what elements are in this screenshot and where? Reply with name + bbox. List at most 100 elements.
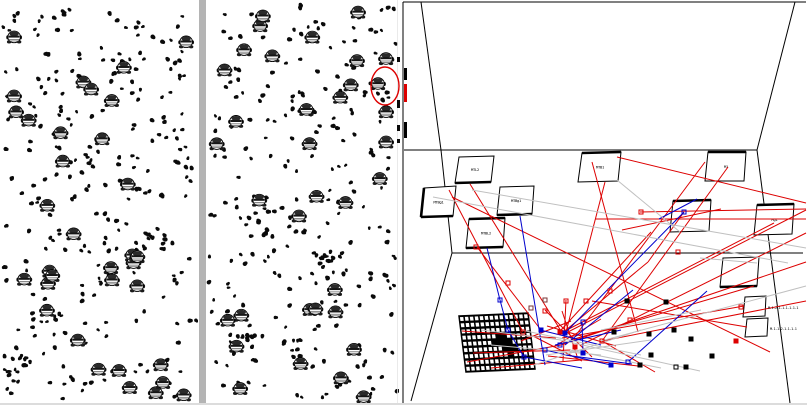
network-3d-panel[interactable]: MTL2MTBg1MTBg1MTBL2MTB1M1Mg1M.1.2.1.1.1.… [402,0,807,405]
agent-sprite [94,132,111,146]
highlight-circle [370,66,400,106]
panel-divider [199,0,206,405]
edge-marker [681,209,687,215]
node-label: MTB1 [596,164,605,169]
agent-sprite [103,94,120,107]
agent-sprite [254,9,271,23]
network-edge [575,161,706,336]
network-edge [564,211,685,334]
node-box [742,295,767,318]
particle-dots-layer [1,7,198,401]
edge-mark [404,68,407,80]
grid-surface [458,312,536,373]
node-box [669,198,712,233]
edge-marker [542,347,548,353]
agent-sprite [350,5,366,19]
edge-marker [608,362,614,368]
edge-mark [397,100,400,108]
edge-marker [663,299,669,305]
node-box: M1 [704,150,747,182]
agent-sprite [378,52,394,66]
panel-seam [397,0,398,405]
agent-sprite [264,49,281,63]
network-edge [639,208,807,213]
network-edge [480,329,562,341]
agent-sprite [378,105,395,119]
edge-marker [688,336,694,342]
agent-sprite [326,283,343,296]
edge-mark [397,139,400,143]
agent-sprite [337,196,354,210]
agent-sprites-layer [6,30,195,402]
network-edge [539,329,602,346]
particle-dots-layer [206,2,399,400]
node-label: MTBg1 [434,199,445,204]
edge-marker [538,327,544,333]
agent-sprite [152,358,169,372]
edge-marker [505,327,511,333]
agent-sprite [39,303,55,317]
simulation-half-0 [1,7,198,402]
edge-marker [497,297,503,303]
edge-marker [583,298,589,304]
agent-sprite [20,113,37,127]
edge-marker [638,209,644,215]
edge-marker [627,317,633,323]
edge-marker [542,297,548,303]
agent-sprite [342,78,359,92]
agent-sprite [178,35,195,49]
node-box: MTL2 [454,155,495,185]
edge-marker [625,359,631,365]
network-edge [499,299,509,331]
agent-sprite [378,135,395,149]
agent-sprite [104,273,120,287]
edge-marker [738,304,744,310]
network-edge [564,354,633,365]
agent-sprite [292,357,309,371]
network-edge [519,215,546,366]
agent-sprite [308,189,325,203]
network-edge [545,339,652,356]
agent-sprite [236,43,252,57]
edge-marker [683,364,689,370]
agent-sprite [232,382,249,395]
edge-marker [557,329,563,335]
network-edge [561,305,745,339]
simulation-half-1 [206,2,399,403]
network-edge [448,189,524,333]
network-edge [432,196,789,264]
edge-mark [397,125,400,131]
edge-marker [648,352,654,358]
agent-sprite [129,279,146,293]
network-edge [559,339,701,372]
edge-marker [572,344,578,350]
network-edge [560,231,652,331]
agent-sprite [349,54,365,68]
agent-sprite [111,364,127,377]
edge-marker [709,353,715,359]
agent-sprite [208,137,225,151]
node-box [744,317,769,338]
network-edge [469,183,562,332]
edge-marker [542,308,548,314]
network-edge [591,300,748,328]
network-edge [616,156,807,204]
node-label: MTL2 [471,167,479,172]
network-edge [533,329,642,366]
network-edge [601,166,729,342]
network-edge [699,257,758,264]
agent-sprite [121,381,138,394]
network-edge [554,329,622,346]
agent-simulation-panel[interactable] [0,0,402,405]
edge-mark [404,122,407,138]
network-edge [581,321,584,354]
network-edge [565,181,606,333]
node-label: MTBg1 [511,198,522,203]
agent-sprite [251,193,268,207]
agent-sprite [355,390,372,403]
network-edges [432,156,807,373]
agent-sprite [119,177,136,191]
network-edge [564,289,634,346]
room-wireframe [402,1,806,404]
